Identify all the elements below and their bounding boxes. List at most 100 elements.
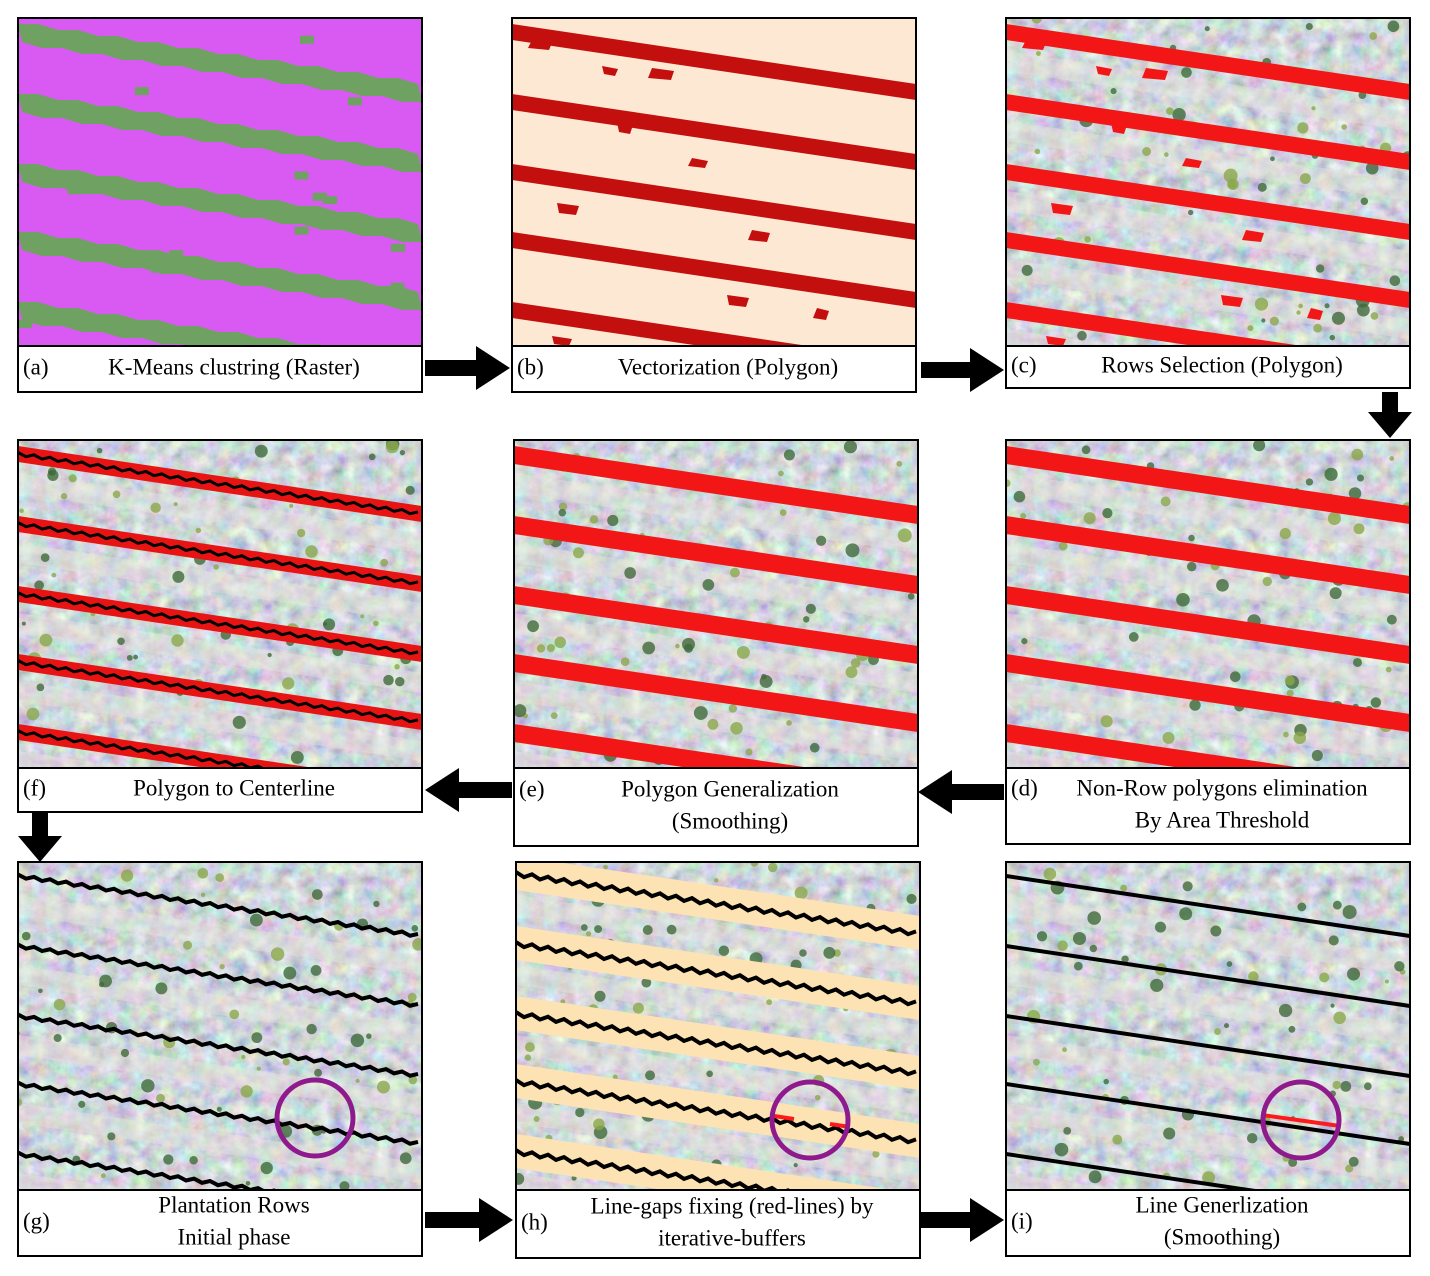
centerline	[18, 659, 419, 724]
tree	[1072, 931, 1087, 946]
tree	[786, 720, 792, 726]
tree	[53, 998, 66, 1011]
highlight-circle	[274, 1077, 356, 1159]
small-polygon	[1307, 308, 1323, 320]
tree	[1296, 310, 1301, 315]
tree	[1223, 168, 1238, 183]
small-polygon	[1221, 295, 1243, 307]
tree	[1346, 967, 1361, 981]
tree	[642, 641, 656, 655]
tree	[546, 644, 555, 653]
tree	[1089, 944, 1098, 953]
small-polygon	[1046, 336, 1066, 346]
tree	[412, 938, 422, 951]
tree	[666, 924, 677, 935]
tree	[60, 493, 68, 500]
small-polygon	[617, 122, 633, 134]
tree	[575, 1107, 585, 1118]
tree	[1262, 576, 1272, 587]
tree	[514, 704, 527, 718]
tree	[19, 508, 24, 513]
tree	[1279, 528, 1291, 540]
tree	[805, 603, 816, 614]
row-line	[1006, 874, 1410, 938]
tree	[18, 1098, 23, 1107]
tree	[1333, 1011, 1346, 1025]
caption-text: By Area Threshold	[1135, 807, 1310, 832]
panel: (h) Line-gaps fixing (red-lines) by iterat…	[515, 861, 921, 1259]
tree	[1363, 1082, 1372, 1091]
tree	[1160, 496, 1171, 507]
tree	[254, 444, 268, 458]
tree	[150, 502, 161, 513]
tree	[1054, 1142, 1069, 1157]
tree	[1120, 884, 1128, 892]
small-polygon	[1142, 68, 1168, 80]
bare-soil	[18, 613, 422, 693]
tree	[589, 515, 599, 524]
tree	[783, 449, 795, 461]
row-line	[1006, 944, 1410, 1008]
panel-image	[1006, 440, 1410, 768]
caption-text: Line Generlization	[1135, 1192, 1309, 1217]
bare-soil	[1006, 543, 1410, 623]
tree	[1248, 971, 1259, 982]
bare-soil	[1006, 1103, 1410, 1183]
centerline	[18, 521, 419, 586]
tree	[34, 580, 44, 591]
tree	[256, 1066, 261, 1071]
flow-arrow	[918, 770, 1004, 814]
tree	[1341, 124, 1347, 130]
tree	[189, 1156, 198, 1165]
tree	[373, 900, 380, 908]
tree	[1057, 940, 1068, 951]
tree	[368, 453, 376, 461]
tree	[799, 949, 807, 957]
tree	[1154, 921, 1167, 933]
small-polygon	[602, 66, 618, 76]
tree	[779, 509, 787, 517]
tree	[314, 1068, 322, 1077]
tree	[1297, 122, 1309, 134]
tree	[216, 1106, 222, 1112]
tree	[1332, 900, 1342, 910]
tree	[1298, 303, 1303, 309]
tree	[1387, 20, 1400, 33]
tree	[1246, 1132, 1258, 1144]
centerline	[18, 451, 419, 516]
tree	[1034, 148, 1041, 155]
caption-box	[511, 345, 917, 393]
row-polygon	[1006, 586, 1410, 664]
tree	[1181, 67, 1192, 78]
highlight-circle	[769, 1079, 851, 1161]
bare-soil	[18, 751, 133, 768]
tree	[1253, 440, 1266, 452]
tree	[1278, 1003, 1293, 1018]
panel-letter: (i)	[1011, 1208, 1033, 1233]
tree	[53, 1033, 62, 1043]
tree	[524, 1042, 535, 1053]
panel-image	[512, 18, 916, 346]
tree	[360, 614, 365, 619]
tree	[1340, 1080, 1352, 1092]
tree	[96, 447, 103, 454]
tree	[1021, 264, 1033, 276]
flow-arrow	[425, 346, 510, 390]
tree	[1331, 311, 1345, 325]
tree	[240, 1085, 253, 1098]
caption-box	[17, 1189, 423, 1257]
flow-arrow	[18, 812, 62, 862]
tree	[1351, 448, 1364, 461]
tree	[1284, 675, 1295, 686]
tree	[21, 621, 26, 626]
row-line	[1006, 1082, 1410, 1146]
panel: (i) Line Generlization (Smoothing)	[1005, 861, 1411, 1257]
tree	[394, 664, 400, 670]
tree	[516, 1172, 525, 1185]
tree	[405, 485, 415, 495]
tree	[229, 1009, 240, 1020]
tree	[1319, 972, 1330, 983]
green-pixel	[134, 87, 149, 96]
tree	[1179, 907, 1193, 921]
tree	[1021, 638, 1028, 645]
